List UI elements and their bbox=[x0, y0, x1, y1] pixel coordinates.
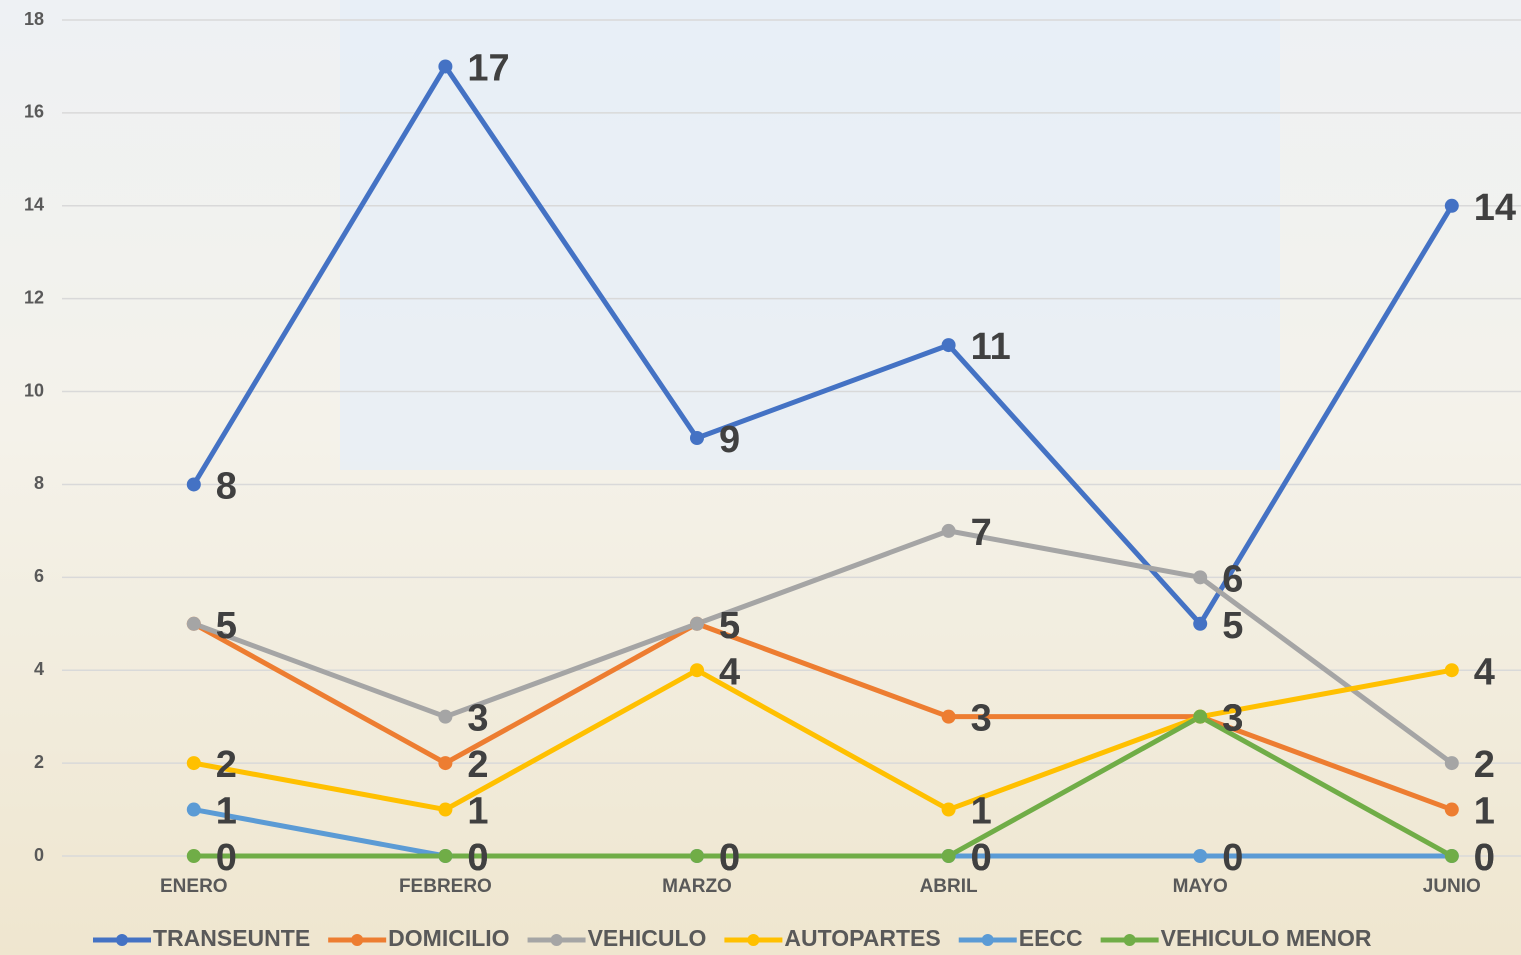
data-label: 3 bbox=[1222, 698, 1243, 740]
data-label: 5 bbox=[1222, 605, 1243, 647]
y-tick-label: 8 bbox=[34, 473, 44, 493]
data-label: 0 bbox=[216, 837, 237, 879]
point bbox=[690, 431, 704, 445]
legend-marker bbox=[551, 934, 563, 946]
point bbox=[187, 617, 201, 631]
point bbox=[690, 617, 704, 631]
y-tick-label: 12 bbox=[24, 287, 44, 307]
point bbox=[438, 710, 452, 724]
data-label: 0 bbox=[467, 837, 488, 879]
data-label: 3 bbox=[467, 698, 488, 740]
point bbox=[942, 710, 956, 724]
point bbox=[438, 849, 452, 863]
point bbox=[1193, 849, 1207, 863]
point bbox=[942, 803, 956, 817]
x-tick-label: ENERO bbox=[160, 876, 228, 897]
x-tick-label: ABRIL bbox=[920, 876, 978, 897]
data-label: 2 bbox=[467, 744, 488, 786]
data-label: 7 bbox=[971, 512, 992, 554]
data-label: 6 bbox=[1222, 558, 1243, 600]
point bbox=[942, 338, 956, 352]
point bbox=[187, 803, 201, 817]
data-label: 4 bbox=[719, 651, 740, 693]
point bbox=[438, 803, 452, 817]
legend-label: AUTOPARTES bbox=[784, 925, 940, 951]
legend-label: TRANSEUNTE bbox=[153, 925, 310, 951]
legend-marker bbox=[351, 934, 363, 946]
point bbox=[438, 756, 452, 770]
data-label: 2 bbox=[216, 744, 237, 786]
point bbox=[1193, 617, 1207, 631]
legend-label: EECC bbox=[1019, 925, 1083, 951]
data-label: 0 bbox=[1474, 837, 1495, 879]
point bbox=[690, 663, 704, 677]
data-label: 0 bbox=[1222, 837, 1243, 879]
point bbox=[1193, 570, 1207, 584]
data-label: 1 bbox=[467, 791, 488, 833]
point bbox=[690, 849, 704, 863]
legend-label: VEHICULO MENOR bbox=[1161, 925, 1372, 951]
data-label: 0 bbox=[719, 837, 740, 879]
data-label: 1 bbox=[1474, 791, 1495, 833]
y-tick-label: 14 bbox=[24, 195, 44, 215]
y-tick-label: 6 bbox=[34, 566, 44, 586]
legend-marker bbox=[982, 934, 994, 946]
data-label: 5 bbox=[216, 605, 237, 647]
y-tick-label: 0 bbox=[34, 845, 44, 865]
data-label: 8 bbox=[216, 465, 237, 507]
point bbox=[942, 524, 956, 538]
point bbox=[438, 59, 452, 73]
data-label: 11 bbox=[971, 326, 1011, 368]
point bbox=[1445, 803, 1459, 817]
point bbox=[1445, 849, 1459, 863]
x-tick-label: MAYO bbox=[1173, 876, 1228, 897]
x-tick-label: JUNIO bbox=[1423, 876, 1481, 897]
data-label: 9 bbox=[719, 419, 740, 461]
data-label: 1 bbox=[216, 791, 237, 833]
legend-label: DOMICILIO bbox=[388, 925, 509, 951]
point bbox=[1193, 710, 1207, 724]
point bbox=[187, 756, 201, 770]
legend-marker bbox=[747, 934, 759, 946]
chart: 024681012141618ENEROFEBREROMARZOABRILMAY… bbox=[0, 0, 1521, 955]
data-label: 3 bbox=[971, 698, 992, 740]
legend-label: VEHICULO bbox=[588, 925, 707, 951]
data-label: 0 bbox=[971, 837, 992, 879]
point bbox=[1445, 663, 1459, 677]
data-label: 14 bbox=[1474, 187, 1516, 229]
data-label: 1 bbox=[971, 791, 992, 833]
y-tick-label: 2 bbox=[34, 752, 44, 772]
point bbox=[1445, 199, 1459, 213]
legend-marker bbox=[1124, 934, 1136, 946]
data-label: 5 bbox=[719, 605, 740, 647]
data-label: 17 bbox=[467, 47, 509, 89]
y-tick-label: 4 bbox=[34, 659, 44, 679]
x-tick-label: FEBRERO bbox=[399, 876, 492, 897]
y-tick-label: 18 bbox=[24, 9, 44, 29]
point bbox=[187, 849, 201, 863]
point bbox=[1445, 756, 1459, 770]
point bbox=[942, 849, 956, 863]
data-label: 2 bbox=[1474, 744, 1495, 786]
data-label: 4 bbox=[1474, 651, 1495, 693]
y-tick-label: 10 bbox=[24, 380, 44, 400]
x-tick-label: MARZO bbox=[662, 876, 732, 897]
y-tick-label: 16 bbox=[24, 102, 44, 122]
point bbox=[187, 477, 201, 491]
legend-marker bbox=[116, 934, 128, 946]
